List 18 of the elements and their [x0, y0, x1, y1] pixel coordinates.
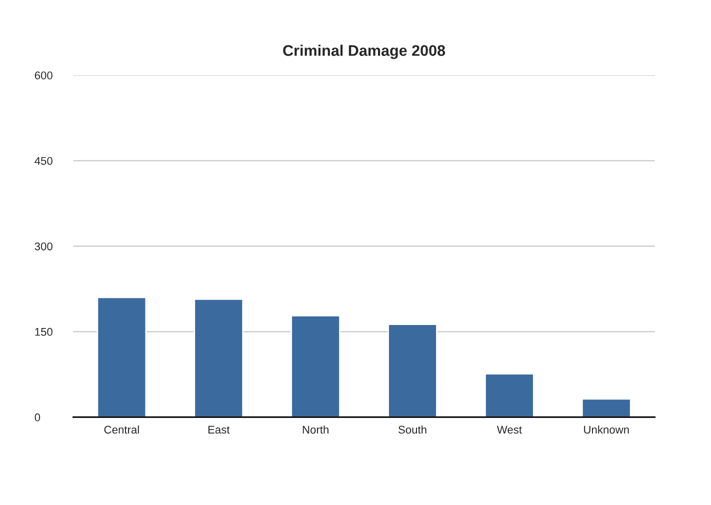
bar: [96, 296, 147, 418]
x-tick-label: West: [496, 426, 522, 434]
x-tick-label: East: [208, 426, 230, 434]
y-tick-label: 0: [34, 413, 40, 422]
bar: [290, 315, 340, 418]
x-tick-label: South: [398, 425, 426, 434]
bar: [484, 373, 534, 418]
bar: [581, 398, 632, 418]
y-tick-label: 150: [35, 328, 52, 336]
bar: [194, 298, 244, 418]
y-tick-label: 450: [34, 156, 52, 165]
bar: [388, 324, 438, 418]
chart-title: Criminal Damage 2008: [283, 44, 446, 60]
x-tick-label: Central: [104, 425, 139, 434]
y-tick-label: 600: [34, 72, 52, 80]
x-tick-label: Unknown: [584, 425, 629, 434]
y-tick-label: 300: [34, 242, 52, 250]
x-tick-label: North: [302, 425, 328, 434]
